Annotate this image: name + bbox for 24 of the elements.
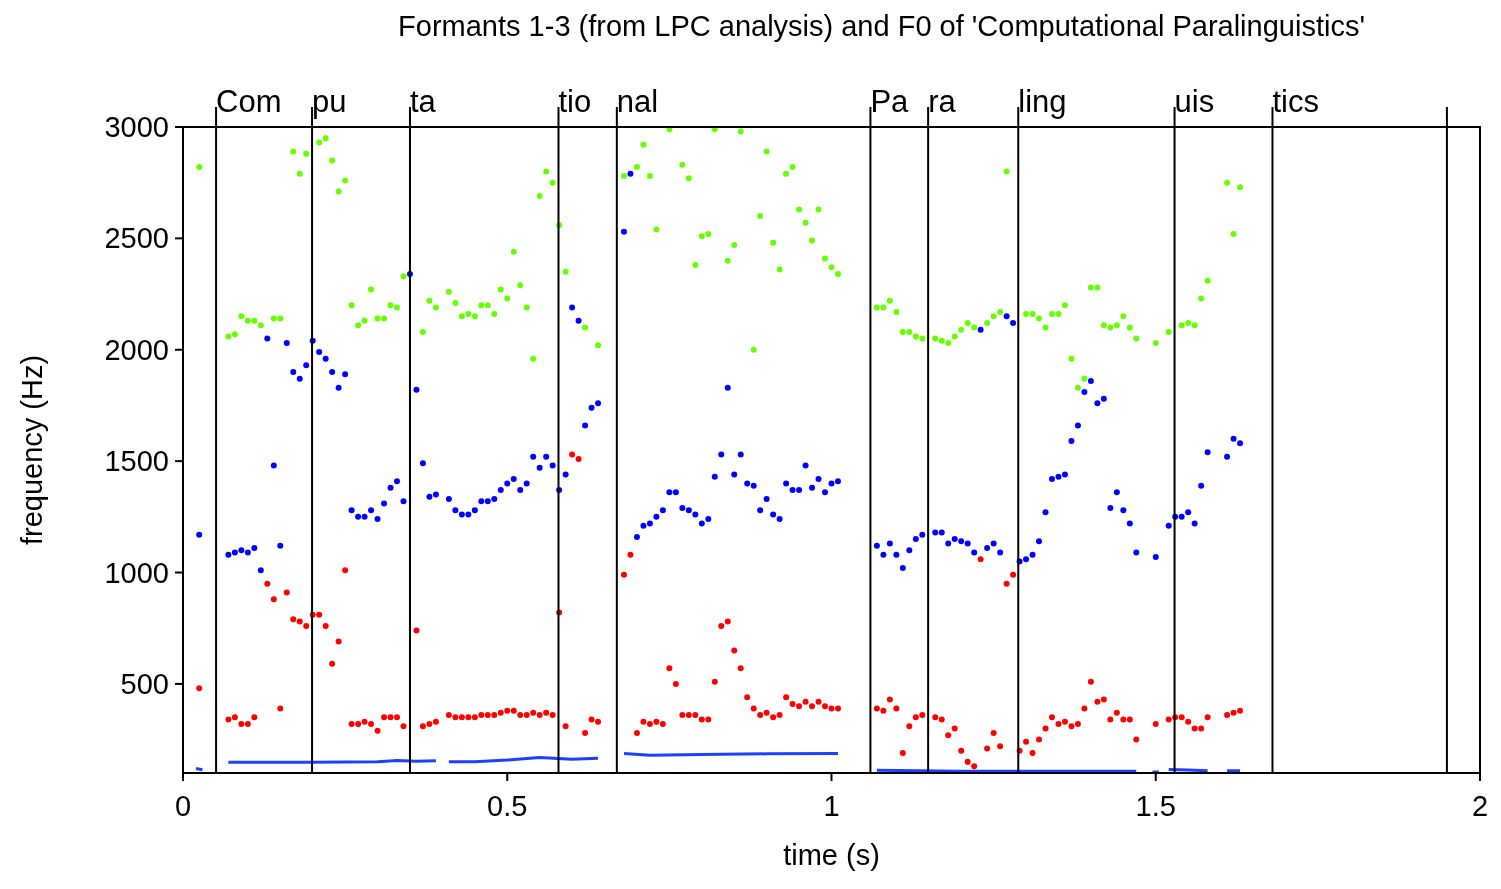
ref-line-label: ta [409,84,437,119]
y-tick-label: 1000 [104,556,169,589]
ref-line-label: ra [928,84,957,119]
y-tick-label: 2500 [104,222,169,255]
y-tick-label: 500 [120,667,169,700]
y-tick-label: 1500 [104,445,169,478]
chart-title: Formants 1-3 (from LPC analysis) and F0 of 'Computational Paralinguistics' [398,10,1365,42]
ref-line-label: Com [216,84,282,119]
ref-line-label: tics [1272,84,1319,119]
y-tick-label: 3000 [104,111,169,143]
y-tick-label: 2000 [104,333,169,366]
x-tick-label: 1.5 [1135,790,1176,822]
y-axis-title: frequency (Hz) [16,354,48,546]
x-tick-label: 0 [174,790,192,822]
x-tick-label: 1 [823,790,840,822]
ref-line-label: ling [1018,84,1067,119]
x-axis-title: time (s) [783,839,880,871]
ref-line-label: tio [558,84,592,119]
ref-line-label: Pa [870,84,910,119]
ref-line-label: pu [312,84,347,119]
ref-line-label: uis [1174,84,1215,119]
x-tick-label: 2 [1471,790,1489,822]
ref-line-label: nal [616,84,659,119]
x-tick-label: 0.5 [487,790,528,822]
